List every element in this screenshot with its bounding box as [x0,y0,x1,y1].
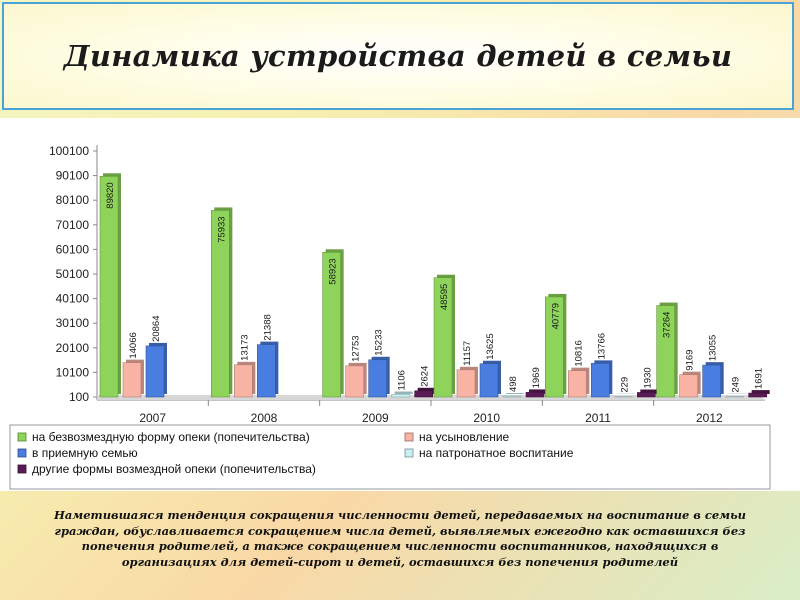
data-label-2010-series-0: 48595 [439,284,450,310]
data-label-2010-series-2: 13625 [485,333,496,359]
bar-2008-series-0 [211,210,230,398]
data-label-2007-series-2: 20864 [151,315,162,341]
bar-2011-series-0 [545,296,564,398]
data-label-2009-series-4: 2624 [420,366,431,387]
bar-2010-series-0 [433,277,453,398]
bar-2009-series-3-side [394,391,413,394]
bar-2011-series-4 [637,392,656,398]
bar-2009-series-4 [414,390,433,398]
data-label-2010-series-3: 498 [508,376,519,392]
summary-note: Наметившаяся тенденция сокращения числен… [53,508,747,569]
legend-swatch-0 [17,432,27,442]
bar-2012-series-2 [702,364,721,398]
legend-box [9,424,771,490]
chart-panel: 100 10100 20100 30100 40100 50100 60100 70100 80… [0,118,800,491]
y-tick-label: 90100 [56,169,90,183]
y-tick-label: 20100 [56,341,90,355]
data-label-2011-series-3: 229 [619,377,630,393]
bar-2010-series-1 [456,369,476,398]
y-tick-label: 100 [69,390,89,404]
bar-2007-series-2 [145,345,165,398]
x-tick-label: 2009 [362,411,389,425]
bar-2007-series-0 [99,175,119,398]
legend-label-2: в приемную семью [32,446,138,460]
y-tick-label: 100100 [49,144,89,158]
data-label-2012-series-1: 9169 [685,350,696,371]
bar-2009-series-2 [368,359,387,398]
bar-2011-series-4-side [640,389,659,394]
data-label-2011-series-2: 13766 [596,333,607,359]
bar-2011-series-1 [568,370,587,398]
data-label-2012-series-3: 249 [731,377,742,393]
legend-label-0: на безвозмездную форму опеки (попечитель… [32,430,310,444]
bar-2008-series-1 [234,364,253,398]
x-tick-label: 2007 [139,411,166,425]
bar-2010-series-3-side [506,393,524,394]
bar-2009-series-1 [345,365,364,398]
bar-2011-series-2 [591,363,610,398]
legend-swatch-3 [404,448,414,458]
bar-2012-series-1 [679,374,698,398]
data-label-2012-series-4: 1691 [754,368,765,389]
data-label-2011-series-1: 10816 [573,340,584,366]
bar-2007-series-1 [122,362,142,398]
page-title: Динамика устройства детей в семьи [63,39,733,73]
y-tick-label: 60100 [56,242,90,256]
data-label-2008-series-1: 13173 [239,334,250,360]
x-tick-label: 2012 [696,411,723,425]
bar-2012-series-4 [748,392,767,398]
data-label-2010-series-4: 1969 [531,367,542,388]
bar-2012-series-0 [656,305,675,398]
y-tick-label: 30100 [56,316,90,330]
bar-2010-series-2 [479,363,499,398]
data-label-2008-series-0: 75933 [216,216,227,242]
bar-2008-series-2 [257,344,276,398]
data-label-2011-series-4: 1930 [642,367,653,388]
data-label-2009-series-3: 1106 [397,370,408,390]
y-tick-label: 80100 [56,193,90,207]
data-label-2009-series-0: 58923 [328,258,339,284]
bar-2012-series-4-side [751,390,770,394]
bar-2010-series-3 [502,395,522,398]
legend-label-3: на патронатное воспитание [419,446,574,460]
legend-swatch-2 [17,448,27,458]
x-tick-label: 2008 [251,411,278,425]
legend-label-1: на усыновление [419,430,510,444]
title-banner: Динамика устройства детей в семьи [2,2,794,110]
data-label-2008-series-2: 21388 [262,314,273,340]
x-tick-label: 2010 [473,411,500,425]
data-label-2012-series-0: 37264 [662,312,673,338]
y-tick-label: 40100 [56,292,90,306]
data-label-2007-series-0: 89820 [105,182,116,208]
bar-chart: 100 10100 20100 30100 40100 50100 60100 70100 80… [9,144,771,490]
bar-2009-series-3 [391,394,410,398]
data-label-2012-series-2: 13055 [708,335,719,361]
bar-2009-series-0 [322,251,341,398]
y-tick-label: 70100 [56,218,90,232]
legend-swatch-1 [404,432,414,442]
y-tick-label: 10100 [56,365,90,379]
legend-swatch-4 [17,464,27,474]
data-label-2011-series-0: 40779 [550,303,561,329]
bar-2010-series-4-side [529,389,547,394]
data-label-2009-series-2: 15233 [374,329,385,355]
bar-2010-series-4 [525,392,545,398]
data-label-2009-series-1: 12753 [351,335,362,361]
data-label-2007-series-1: 14066 [128,332,139,358]
data-label-2010-series-1: 11157 [462,341,473,366]
legend-label-4: другие формы возмездной опеки (попечител… [32,462,316,476]
y-tick-label: 50100 [56,267,90,281]
x-tick-label: 2011 [585,411,611,425]
